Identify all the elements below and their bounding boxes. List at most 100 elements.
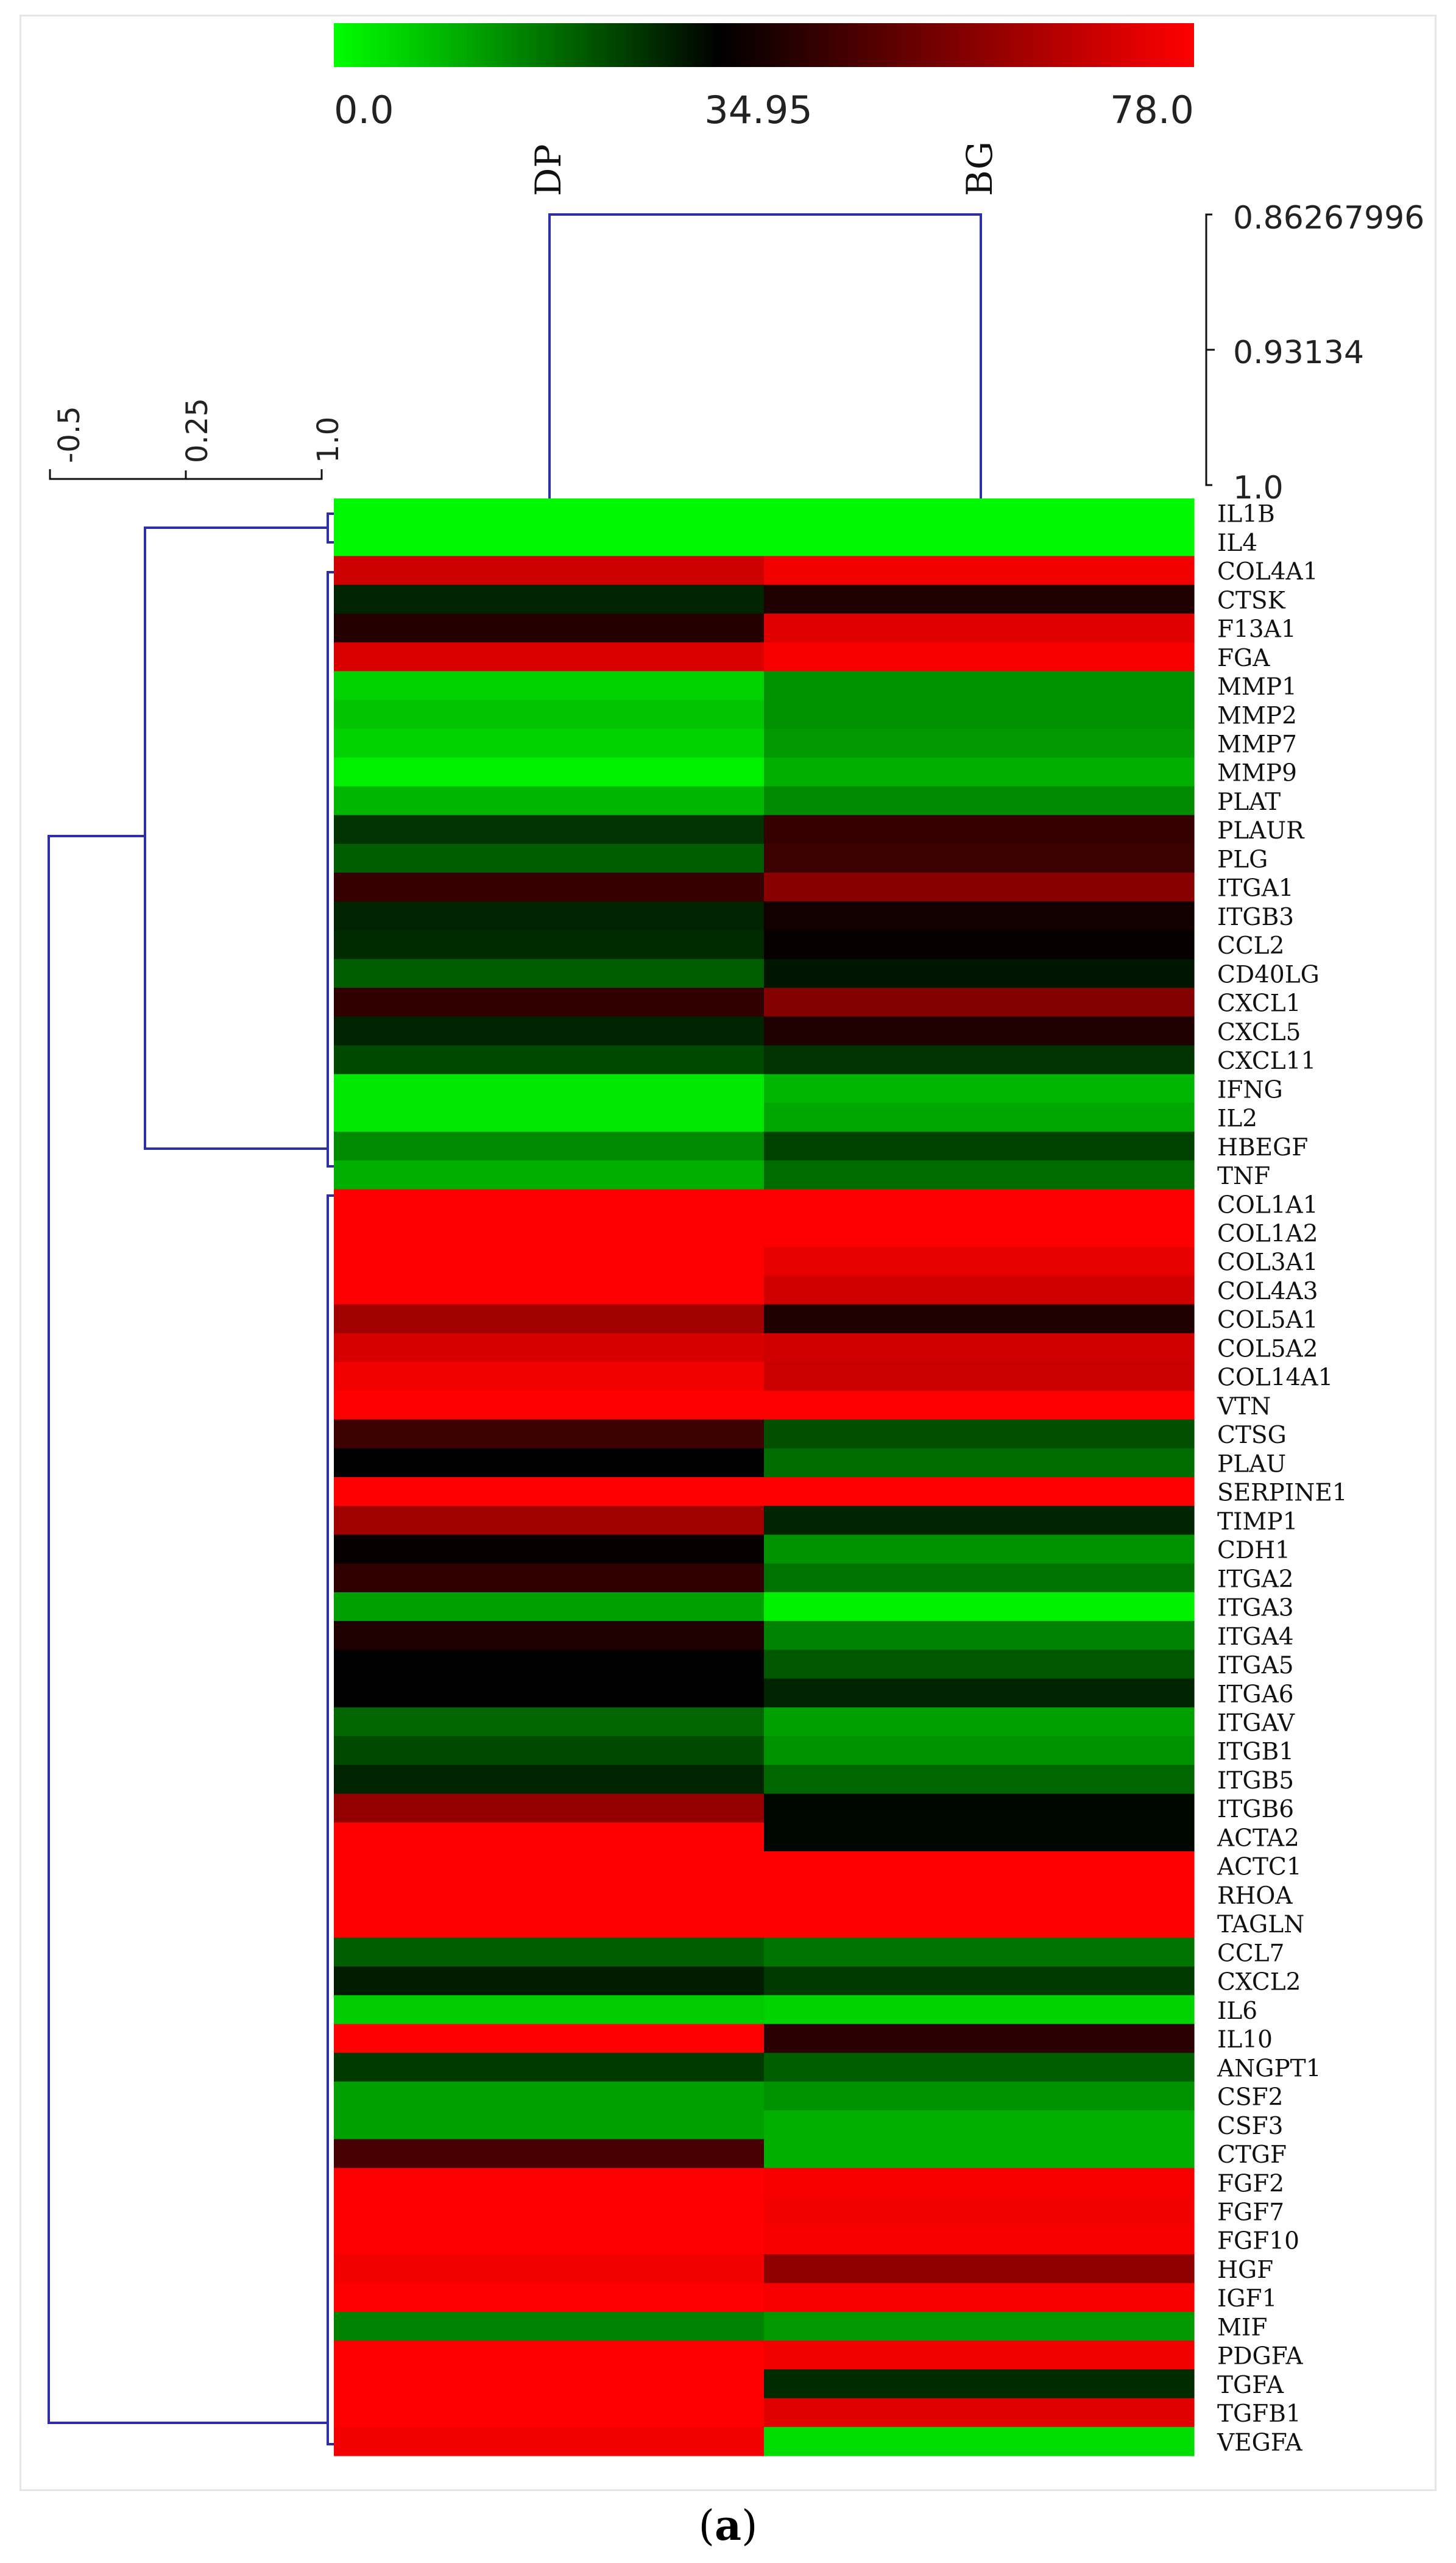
row-label-csf2: CSF2	[1217, 2084, 1283, 2111]
column-label-dp: DP	[528, 144, 569, 196]
heatmap-cell-il10-bg	[764, 2024, 1195, 2054]
heatmap-cell-tnf-bg	[764, 1160, 1195, 1190]
row-label-ccl2: CCL2	[1217, 932, 1284, 960]
heatmap-cell-angpt1-bg	[764, 2052, 1195, 2082]
row-label-tnf: TNF	[1217, 1163, 1270, 1190]
color-scale-min-label: 0.0	[334, 88, 394, 132]
heatmap-cell-vtn-bg	[764, 1391, 1195, 1420]
heatmap-cell-fgf10-bg	[764, 2225, 1195, 2255]
row-label-col4a3: COL4A3	[1217, 1278, 1318, 1305]
heatmap-cell-igf1-bg	[764, 2283, 1195, 2313]
heatmap-cell-ccl7-bg	[764, 1937, 1195, 1967]
row-dendrogram-cluster-2	[327, 1194, 334, 2445]
row-label-il6: IL6	[1217, 1998, 1257, 2025]
row-label-f13a1: F13A1	[1217, 616, 1296, 643]
heatmap-cell-itga2-dp	[334, 1563, 765, 1593]
heatmap-cell-plg-bg	[764, 843, 1195, 873]
heatmap-cell-itga4-bg	[764, 1621, 1195, 1651]
heatmap-cell-tgfa-bg	[764, 2369, 1195, 2399]
heatmap-cell-cd40lg-bg	[764, 959, 1195, 988]
heatmap-cell-cxcl1-dp	[334, 988, 765, 1017]
heatmap-cell-il4-bg	[764, 527, 1195, 557]
heatmap-cell-fgf7-dp	[334, 2196, 765, 2226]
heatmap-cell-mmp2-dp	[334, 700, 765, 729]
heatmap-cell-cxcl11-dp	[334, 1045, 765, 1075]
row-label-mmp7: MMP7	[1217, 731, 1297, 759]
row-label-col4a1: COL4A1	[1217, 558, 1318, 586]
column-dendrogram-scale: 0.86267996 0.93134 1.0	[1205, 200, 1424, 506]
heatmap-cell-mmp7-dp	[334, 728, 765, 758]
heatmap-cell-col5a2-bg	[764, 1333, 1195, 1363]
row-label-il10: IL10	[1217, 2026, 1273, 2054]
row-label-itga4: ITGA4	[1217, 1623, 1294, 1651]
row-label-itgav: ITGAV	[1217, 1710, 1295, 1737]
row-label-vegfa: VEGFA	[1217, 2429, 1302, 2456]
heatmap-cell-ccl7-dp	[334, 1937, 765, 1967]
row-label-itgb3: ITGB3	[1217, 904, 1294, 931]
heatmap-cell-pdgfa-dp	[334, 2341, 765, 2370]
row-label-fga: FGA	[1217, 645, 1270, 672]
heatmap-cell-ifng-bg	[764, 1074, 1195, 1104]
column-dendrogram	[548, 213, 982, 498]
heatmap-cell-mmp9-dp	[334, 757, 765, 787]
row-label-col3a1: COL3A1	[1217, 1249, 1318, 1277]
row-label-plg: PLG	[1217, 846, 1268, 873]
heatmap-cell-rhoa-bg	[764, 1880, 1195, 1910]
heatmap-cell-col4a3-bg	[764, 1275, 1195, 1305]
row-label-itga6: ITGA6	[1217, 1681, 1294, 1708]
heatmap-cell-col1a1-bg	[764, 1189, 1195, 1219]
figure-frame	[19, 15, 1437, 2491]
heatmap-cell-plat-bg	[764, 786, 1195, 816]
heatmap-cell-csf2-dp	[334, 2081, 765, 2111]
row-label-cd40lg: CD40LG	[1217, 961, 1320, 988]
row-label-tagln: TAGLN	[1217, 1911, 1304, 1938]
heatmap-cell-fgf10-dp	[334, 2225, 765, 2255]
heatmap-cell-mif-bg	[764, 2311, 1195, 2341]
heatmap-cell-tgfb1-bg	[764, 2398, 1195, 2428]
row-label-col14a1: COL14A1	[1217, 1364, 1333, 1392]
heatmap-cell-cdh1-dp	[334, 1534, 765, 1564]
heatmap-cell-il1b-dp	[334, 498, 765, 528]
row-dendrogram	[48, 512, 334, 2445]
row-labels: IL1BIL4COL4A1CTSKF13A1FGAMMP1MMP2MMP7MMP…	[1217, 501, 1348, 2457]
heatmap-cell-tagln-bg	[764, 1909, 1195, 1938]
heatmap-cell-col1a2-bg	[764, 1218, 1195, 1247]
heatmap-cell-f13a1-dp	[334, 613, 765, 643]
caption-letter: a	[714, 2501, 742, 2550]
row-label-itga2: ITGA2	[1217, 1565, 1294, 1593]
row-label-itgb6: ITGB6	[1217, 1796, 1294, 1823]
heatmap-cell-angpt1-dp	[334, 2052, 765, 2082]
heatmap-cell-col4a1-bg	[764, 556, 1195, 586]
row-dendrogram-root	[48, 835, 328, 2424]
heatmap-cells	[334, 498, 1195, 2456]
heatmap-cell-il4-dp	[334, 527, 765, 557]
heatmap-cell-itga6-bg	[764, 1678, 1195, 1708]
heatmap-cell-mif-dp	[334, 2311, 765, 2341]
heatmap-cell-col3a1-dp	[334, 1247, 765, 1276]
heatmap-cell-fgf2-bg	[764, 2168, 1195, 2197]
heatmap-cell-mmp2-bg	[764, 700, 1195, 729]
heatmap-cell-tnf-dp	[334, 1160, 765, 1190]
heatmap-cell-tgfb1-dp	[334, 2398, 765, 2428]
row-label-vtn: VTN	[1217, 1393, 1271, 1420]
heatmap-cell-cdh1-bg	[764, 1534, 1195, 1564]
heatmap-cell-acta2-dp	[334, 1822, 765, 1852]
heatmap-cell-itga4-dp	[334, 1621, 765, 1651]
heatmap-cell-il2-bg	[764, 1102, 1195, 1132]
heatmap-cell-itga2-bg	[764, 1563, 1195, 1593]
row-label-csf3: CSF3	[1217, 2113, 1283, 2140]
heatmap-cell-col3a1-bg	[764, 1247, 1195, 1276]
row-label-mmp1: MMP1	[1217, 673, 1297, 701]
heatmap-cell-ctsg-dp	[334, 1419, 765, 1449]
heatmap-cell-f13a1-bg	[764, 613, 1195, 643]
heatmap-cell-mmp1-dp	[334, 671, 765, 701]
row-label-tgfa: TGFA	[1217, 2372, 1284, 2399]
heatmap-cell-col4a1-dp	[334, 556, 765, 586]
heatmap-cell-col14a1-bg	[764, 1362, 1195, 1391]
row-label-col5a2: COL5A2	[1217, 1335, 1318, 1363]
row-label-col5a1: COL5A1	[1217, 1306, 1318, 1334]
heatmap-cell-actc1-bg	[764, 1851, 1195, 1881]
heatmap-cell-csf2-bg	[764, 2081, 1195, 2111]
row-label-ctsk: CTSK	[1217, 587, 1286, 614]
